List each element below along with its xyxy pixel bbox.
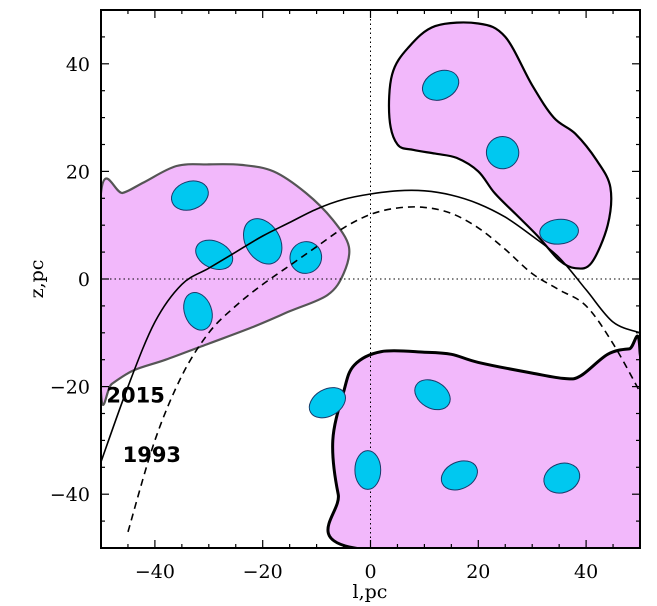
- curve-label-1993: 1993: [123, 443, 181, 467]
- y-tick-label: −40: [50, 484, 90, 506]
- clump-8: [539, 218, 579, 245]
- x-tick-label: −20: [243, 561, 283, 583]
- clump-3: [243, 218, 283, 265]
- y-axis-title: z,pc: [26, 260, 48, 299]
- clumps-layer: [171, 69, 581, 494]
- clump-12: [440, 460, 478, 491]
- y-tick-label: 40: [66, 54, 90, 76]
- curve-label-2015: 2015: [106, 384, 164, 408]
- region-1: [101, 163, 351, 406]
- y-tick-label: 20: [66, 161, 90, 183]
- clump-10: [414, 379, 451, 411]
- curves-layer: [101, 189, 640, 533]
- clump-13: [543, 462, 581, 494]
- clump-9: [308, 387, 346, 419]
- x-tick-label: 0: [364, 561, 376, 583]
- x-tick-label: 20: [466, 561, 490, 583]
- region-3: [326, 334, 640, 548]
- x-tick-label: 40: [574, 561, 598, 583]
- clump-6: [421, 69, 460, 101]
- ticks-layer: −40 −20 0 20 40 −40 −20 0 20 40: [50, 9, 641, 583]
- clump-7: [485, 135, 520, 170]
- y-tick-label: −20: [50, 377, 90, 399]
- clump-5: [183, 291, 213, 331]
- clump-1: [171, 180, 209, 211]
- clump-2: [195, 239, 234, 270]
- labels-layer: 2015 1993: [106, 384, 181, 467]
- y-tick-label: 0: [78, 269, 90, 291]
- x-tick-label: −40: [135, 561, 175, 583]
- clump-11: [354, 450, 382, 490]
- curve-1993: [127, 206, 640, 533]
- curve-2015: [101, 189, 640, 463]
- x-axis-title: l,pc: [353, 581, 388, 603]
